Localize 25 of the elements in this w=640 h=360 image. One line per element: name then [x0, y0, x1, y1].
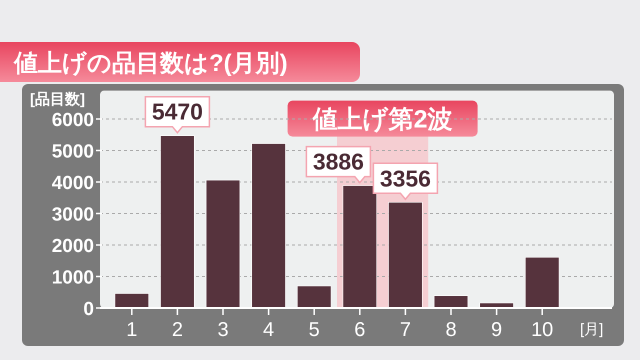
data-label: 3356 [380, 165, 431, 192]
x-axis-title: [月] [580, 321, 604, 338]
y-tick-label: 3000 [52, 204, 94, 226]
y-axis-title: [品目数] [30, 91, 85, 108]
band-label: 値上げ第2波 [312, 106, 453, 134]
y-tick-label: 2000 [52, 236, 94, 257]
data-label: 5470 [152, 98, 203, 125]
data-label: 3886 [312, 148, 364, 175]
title: 値上げの品目数は?(月別) [0, 42, 360, 82]
chart-title: 値上げの品目数は?(月別) [13, 50, 288, 77]
x-tick-label: 4 [263, 319, 274, 341]
x-tick-label: 10 [531, 319, 554, 341]
y-tick-label: 6000 [52, 110, 94, 131]
y-tick-label: 5000 [52, 142, 94, 162]
x-tick-label: 3 [217, 319, 229, 341]
y-tick-label: 0 [83, 299, 94, 320]
x-tick-label: 8 [445, 319, 457, 341]
x-tick-label: 6 [354, 319, 366, 341]
x-tick-label: 7 [400, 319, 411, 341]
x-tick-label: 9 [491, 319, 502, 341]
y-tick-label: 1000 [52, 268, 94, 288]
y-tick-label: 4000 [52, 173, 94, 194]
x-tick-label: 1 [126, 319, 138, 341]
x-tick-label: 2 [172, 319, 183, 341]
x-tick-label: 5 [308, 319, 320, 341]
